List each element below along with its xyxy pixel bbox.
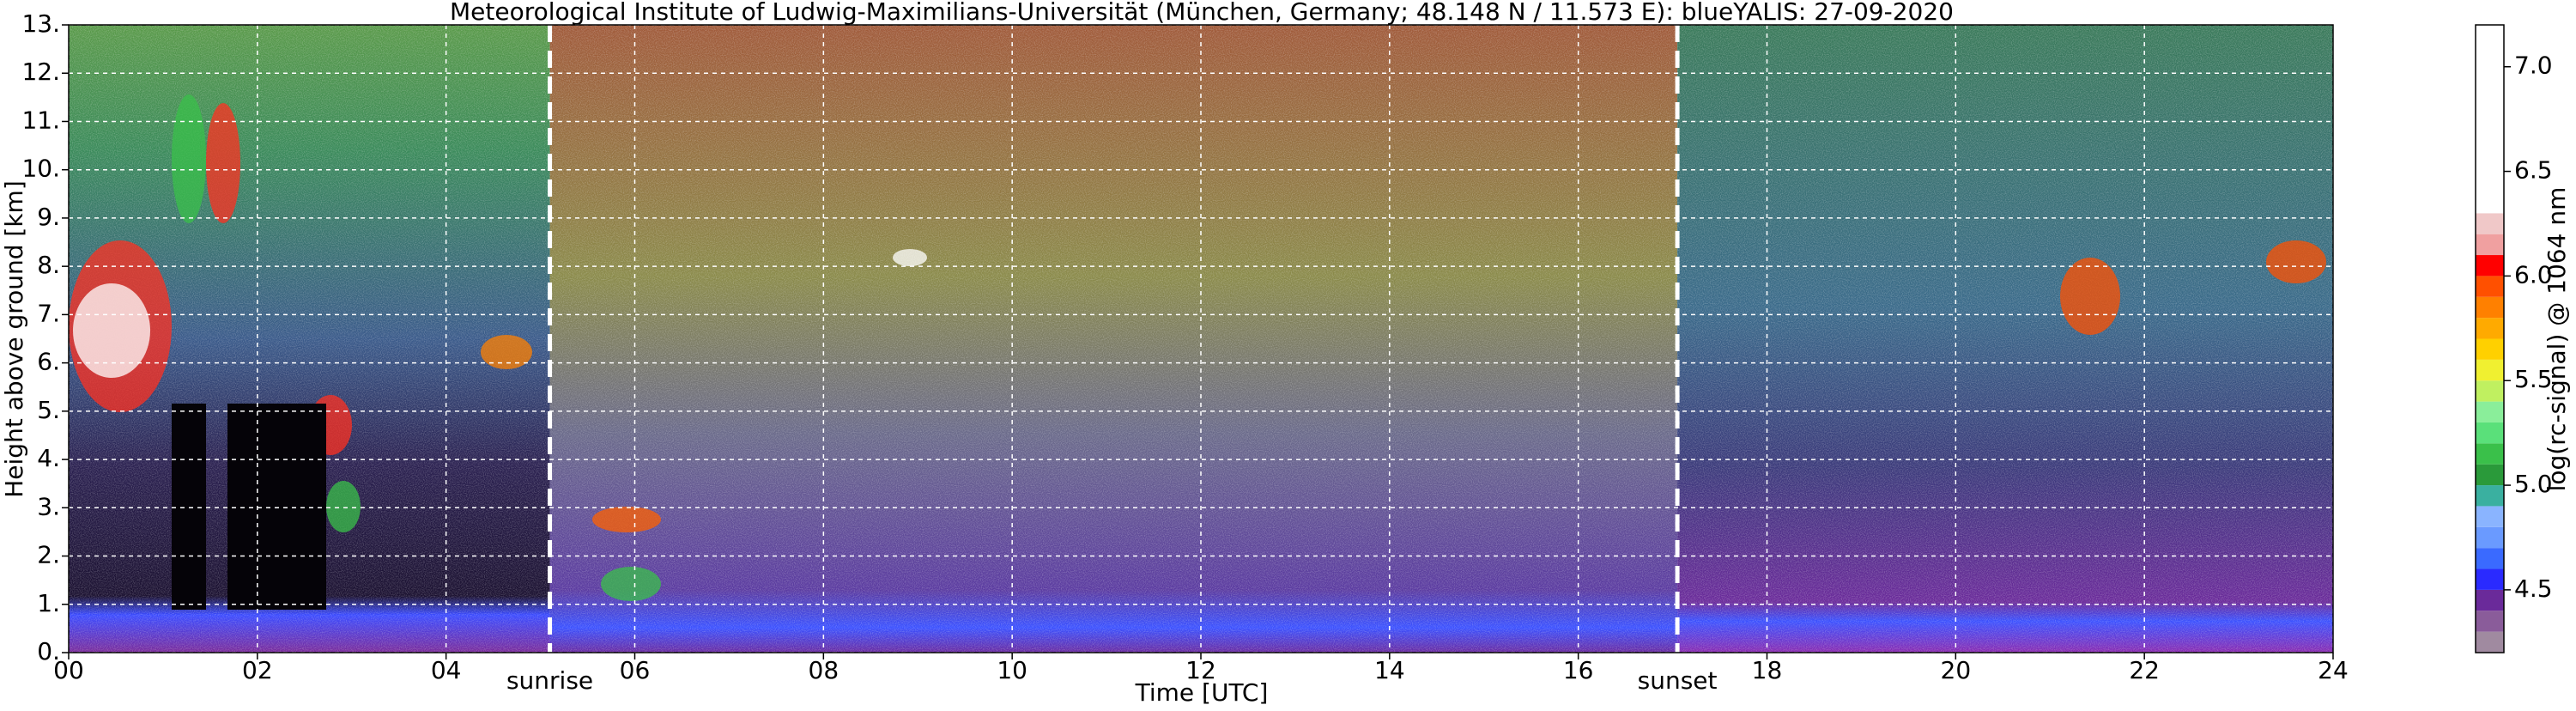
x-tick-label: 06 bbox=[620, 656, 651, 684]
colorbar-segment bbox=[2476, 318, 2504, 339]
x-tick-label: 00 bbox=[53, 656, 84, 684]
y-tick-label: 5. bbox=[37, 396, 60, 424]
y-tick-label: 9. bbox=[37, 203, 60, 231]
colorbar-segment bbox=[2476, 255, 2504, 276]
x-tick-label: 16 bbox=[1563, 656, 1594, 684]
dark-column bbox=[258, 404, 326, 610]
cloud-feature bbox=[172, 94, 206, 223]
x-axis-label: Time [UTC] bbox=[1135, 678, 1269, 707]
colorbar-segment bbox=[2476, 338, 2504, 360]
x-tick-label: 12 bbox=[1185, 656, 1216, 684]
x-tick-label: 14 bbox=[1374, 656, 1405, 684]
y-tick-label: 7. bbox=[37, 299, 60, 327]
y-tick-label: 13. bbox=[21, 9, 60, 38]
cloud-feature bbox=[2060, 258, 2120, 335]
colorbar-segment bbox=[2476, 213, 2504, 234]
colorbar-tick-label: 4.5 bbox=[2514, 574, 2553, 603]
colorbar-segment bbox=[2476, 485, 2504, 507]
colorbar-segment bbox=[2476, 234, 2504, 256]
colorbar-segment bbox=[2476, 443, 2504, 465]
colorbar-segment bbox=[2476, 359, 2504, 381]
y-tick-label: 10. bbox=[21, 155, 60, 183]
colorbar-segment bbox=[2476, 548, 2504, 569]
colorbar-label: log(rc-signal) @ 1064 nm bbox=[2543, 187, 2571, 492]
colorbar-segment bbox=[2476, 464, 2504, 486]
x-tick-label: 24 bbox=[2318, 656, 2349, 684]
colorbar-segment bbox=[2476, 506, 2504, 527]
cloud-feature bbox=[601, 567, 661, 601]
cloud-feature bbox=[2266, 240, 2326, 283]
cloud-feature bbox=[73, 283, 150, 378]
y-tick-label: 8. bbox=[37, 251, 60, 279]
x-tick-label: 08 bbox=[809, 656, 839, 684]
y-tick-label: 12. bbox=[21, 58, 60, 86]
cloud-feature bbox=[206, 103, 240, 223]
plot-frame bbox=[68, 24, 2334, 653]
colorbar-tick-label: 5.0 bbox=[2514, 470, 2553, 498]
colorbar-segment bbox=[2476, 25, 2504, 214]
x-tick-label: 22 bbox=[2129, 656, 2160, 684]
dark-column bbox=[172, 404, 206, 610]
colorbar-tick-label: 7.0 bbox=[2514, 52, 2553, 80]
colorbar-segment bbox=[2476, 568, 2504, 590]
annotation-label: sunset bbox=[1638, 666, 1718, 695]
x-tick-label: 02 bbox=[242, 656, 273, 684]
y-tick-label: 11. bbox=[21, 106, 60, 134]
cloud-feature bbox=[326, 481, 361, 532]
y-tick-label: 6. bbox=[37, 348, 60, 376]
annotation-label: sunrise bbox=[506, 666, 593, 695]
colorbar-segment bbox=[2476, 611, 2504, 632]
y-tick-label: 3. bbox=[37, 492, 60, 520]
colorbar-segment bbox=[2476, 422, 2504, 444]
colorbar-segment bbox=[2476, 526, 2504, 549]
colorbar-frame bbox=[2475, 24, 2505, 653]
colorbar-segment bbox=[2476, 296, 2504, 319]
cloud-feature bbox=[893, 249, 927, 266]
colorbar-tick-label: 5.5 bbox=[2514, 365, 2553, 393]
y-axis-label: Height above ground [km] bbox=[0, 180, 28, 498]
y-tick-label: 4. bbox=[37, 444, 60, 472]
colorbar-segment bbox=[2476, 380, 2504, 402]
chart-title: Meteorological Institute of Ludwig-Maxim… bbox=[450, 0, 1954, 26]
x-tick-label: 10 bbox=[997, 656, 1027, 684]
x-tick-label: 04 bbox=[431, 656, 462, 684]
colorbar-tick-label: 6.5 bbox=[2514, 156, 2553, 185]
y-tick-label: 2. bbox=[37, 541, 60, 569]
x-tick-label: 18 bbox=[1752, 656, 1783, 684]
colorbar-segment bbox=[2476, 589, 2504, 611]
cloud-feature bbox=[592, 507, 661, 532]
y-tick-label: 0. bbox=[37, 637, 60, 665]
x-tick-label: 20 bbox=[1941, 656, 1972, 684]
colorbar-segment bbox=[2476, 276, 2504, 297]
colorbar-tick-label: 6.0 bbox=[2514, 260, 2553, 289]
colorbar-segment bbox=[2476, 631, 2504, 653]
y-tick-label: 1. bbox=[37, 589, 60, 617]
cloud-feature bbox=[481, 335, 532, 369]
colorbar-segment bbox=[2476, 401, 2504, 422]
